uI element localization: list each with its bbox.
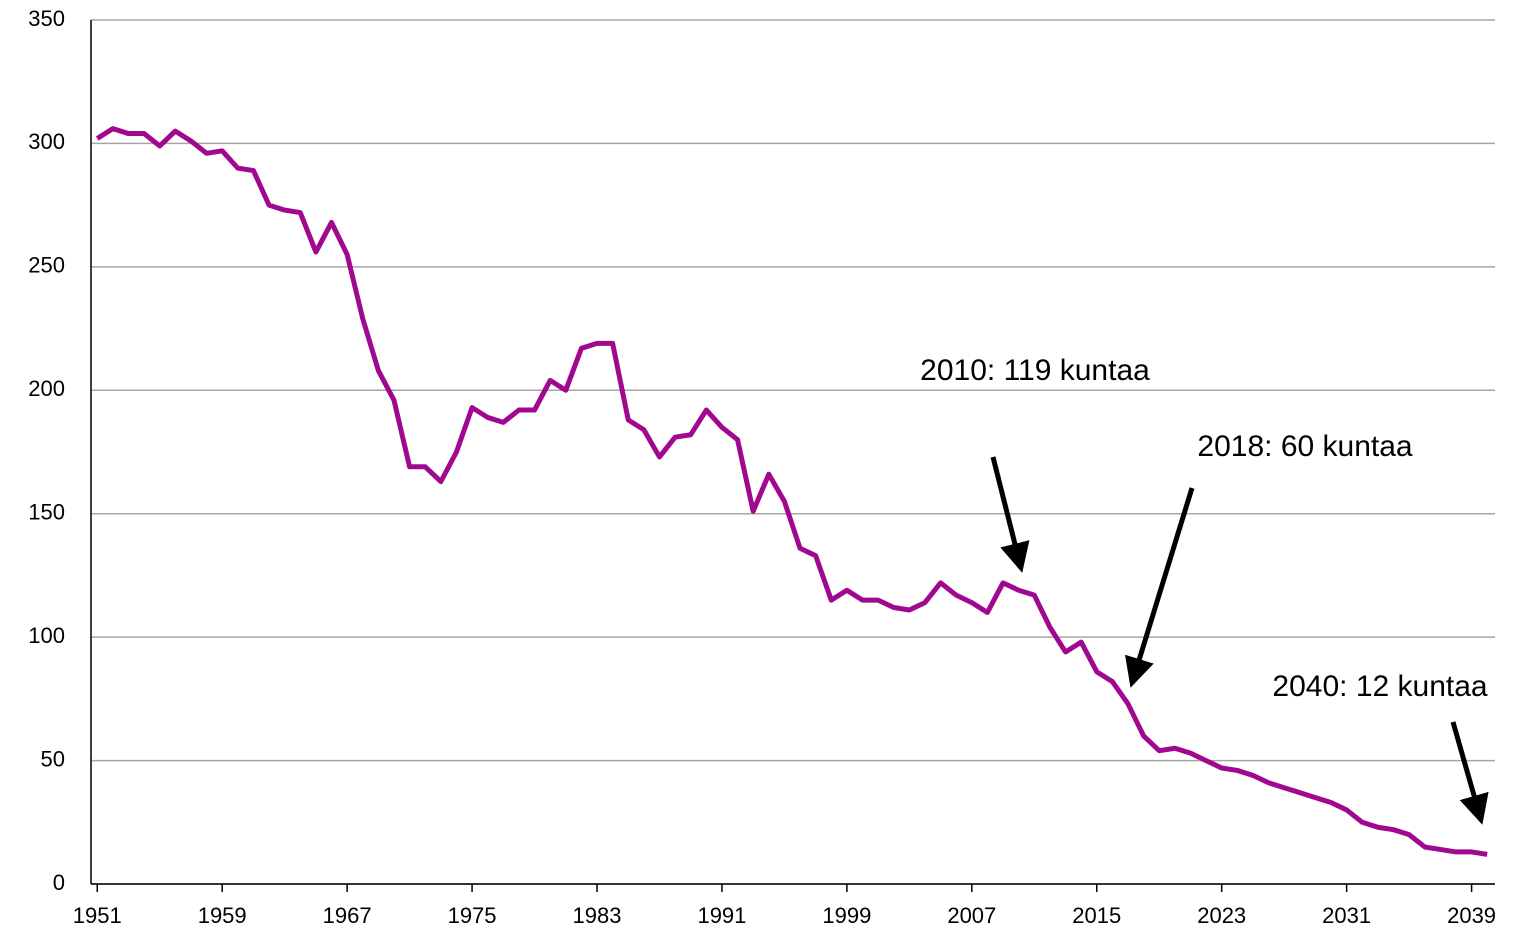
y-tick-label: 200 (28, 376, 65, 401)
x-tick-label: 2015 (1072, 903, 1121, 928)
arrow (1450, 721, 1489, 825)
y-tick-label: 0 (53, 870, 65, 895)
y-tick-label: 300 (28, 129, 65, 154)
x-tick-label: 1975 (448, 903, 497, 928)
y-tick-label: 350 (28, 6, 65, 31)
grid (91, 19, 1495, 885)
arrow (1125, 487, 1195, 688)
y-tick-label: 250 (28, 253, 65, 278)
y-tick-label: 50 (41, 746, 65, 771)
annotation: 2010: 119 kuntaa (920, 354, 1150, 387)
x-tick-label: 2007 (947, 903, 996, 928)
x-tick-label: 1959 (198, 903, 247, 928)
x-tick-label: 1951 (73, 903, 122, 928)
x-tick-label: 1999 (822, 903, 871, 928)
x-tick-label: 2039 (1447, 903, 1496, 928)
y-tick-label: 150 (28, 500, 65, 525)
x-tick-label: 1967 (323, 903, 372, 928)
x-tick-label: 1991 (697, 903, 746, 928)
x-tick-label: 1983 (573, 903, 622, 928)
line (95, 126, 1488, 857)
arrow (990, 456, 1030, 573)
x-tick-label: 2031 (1322, 903, 1371, 928)
y-tick-label: 100 (28, 623, 65, 648)
x-tick-label: 2023 (1197, 903, 1246, 928)
annotation: 2018: 60 kuntaa (1197, 430, 1413, 463)
annotation: 2040: 12 kuntaa (1272, 670, 1488, 703)
